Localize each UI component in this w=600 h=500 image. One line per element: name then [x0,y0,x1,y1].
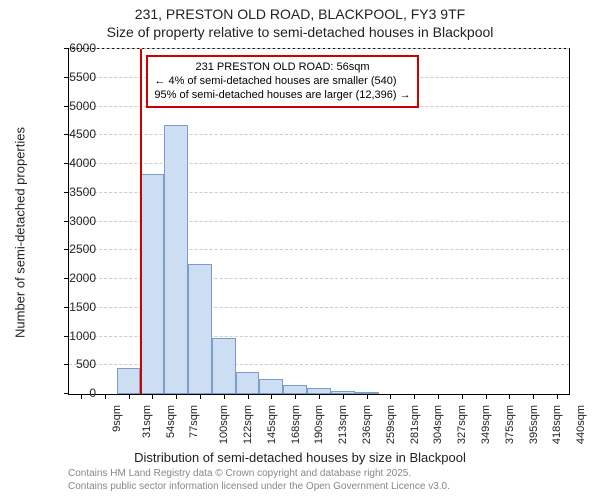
x-tick-label: 440sqm [575,405,587,444]
annotation-line2: ← 4% of semi-detached houses are smaller… [154,75,410,89]
gridline [69,163,569,164]
y-axis-label: Number of semi-detached properties [13,83,28,383]
bar [259,379,283,394]
x-tick-label: 54sqm [165,405,177,438]
x-tick-mark [390,394,391,399]
y-tick-label: 4000 [46,156,96,170]
x-tick-mark [152,394,153,399]
x-tick-label: 31sqm [141,405,153,438]
chart-title-line1: 231, PRESTON OLD ROAD, BLACKPOOL, FY3 9T… [0,6,600,22]
x-tick-mark [224,394,225,399]
x-tick-label: 122sqm [242,405,254,444]
x-tick-mark [438,394,439,399]
x-tick-mark [271,394,272,399]
x-tick-label: 145sqm [266,405,278,444]
y-tick-label: 500 [46,357,96,371]
y-tick-label: 1000 [46,329,96,343]
y-tick-label: 1500 [46,300,96,314]
y-tick-label: 0 [46,386,96,400]
x-tick-label: 327sqm [456,405,468,444]
x-tick-mark [486,394,487,399]
x-tick-label: 168sqm [290,405,302,444]
x-tick-mark [367,394,368,399]
gridline [69,48,569,49]
x-tick-mark [248,394,249,399]
plot-area: 231 PRESTON OLD ROAD: 56sqm← 4% of semi-… [68,48,570,395]
annotation-line1: 231 PRESTON OLD ROAD: 56sqm [154,61,410,75]
x-tick-label: 213sqm [337,405,349,444]
y-tick-label: 5500 [46,70,96,84]
x-tick-mark [414,394,415,399]
y-tick-label: 3500 [46,185,96,199]
credits: Contains HM Land Registry data © Crown c… [68,468,568,493]
x-tick-mark [509,394,510,399]
x-tick-mark [462,394,463,399]
x-tick-label: 236sqm [361,405,373,444]
x-axis-label: Distribution of semi-detached houses by … [0,450,600,465]
bar [164,125,188,394]
annotation-box: 231 PRESTON OLD ROAD: 56sqm← 4% of semi-… [146,55,418,108]
bar [140,174,164,394]
bar [236,372,260,394]
x-tick-label: 100sqm [218,405,230,444]
x-tick-mark [129,394,130,399]
x-tick-label: 395sqm [528,405,540,444]
bar [117,368,141,394]
property-marker-line [140,49,142,394]
x-tick-mark [557,394,558,399]
chart-title-line2: Size of property relative to semi-detach… [0,24,600,40]
x-tick-mark [533,394,534,399]
x-tick-label: 304sqm [433,405,445,444]
x-tick-label: 259sqm [385,405,397,444]
bar [283,385,307,394]
x-tick-label: 9sqm [111,405,123,432]
credits-line1: Contains HM Land Registry data © Crown c… [68,468,568,481]
annotation-line3: 95% of semi-detached houses are larger (… [154,89,410,103]
y-tick-label: 2000 [46,271,96,285]
y-tick-label: 6000 [46,41,96,55]
x-tick-mark [343,394,344,399]
y-tick-label: 2500 [46,242,96,256]
x-tick-label: 349sqm [480,405,492,444]
y-tick-label: 4500 [46,127,96,141]
x-tick-mark [319,394,320,399]
x-tick-mark [200,394,201,399]
chart-container: 231, PRESTON OLD ROAD, BLACKPOOL, FY3 9T… [0,0,600,500]
gridline [69,134,569,135]
y-tick-label: 3000 [46,214,96,228]
y-tick-label: 5000 [46,99,96,113]
x-tick-mark [176,394,177,399]
x-tick-label: 281sqm [409,405,421,444]
bar [212,338,236,394]
x-tick-label: 190sqm [314,405,326,444]
x-tick-label: 418sqm [552,405,564,444]
credits-line2: Contains public sector information licen… [68,481,568,494]
bar [188,264,212,394]
x-tick-mark [105,394,106,399]
x-tick-mark [295,394,296,399]
x-tick-label: 375sqm [504,405,516,444]
x-tick-label: 77sqm [188,405,200,438]
